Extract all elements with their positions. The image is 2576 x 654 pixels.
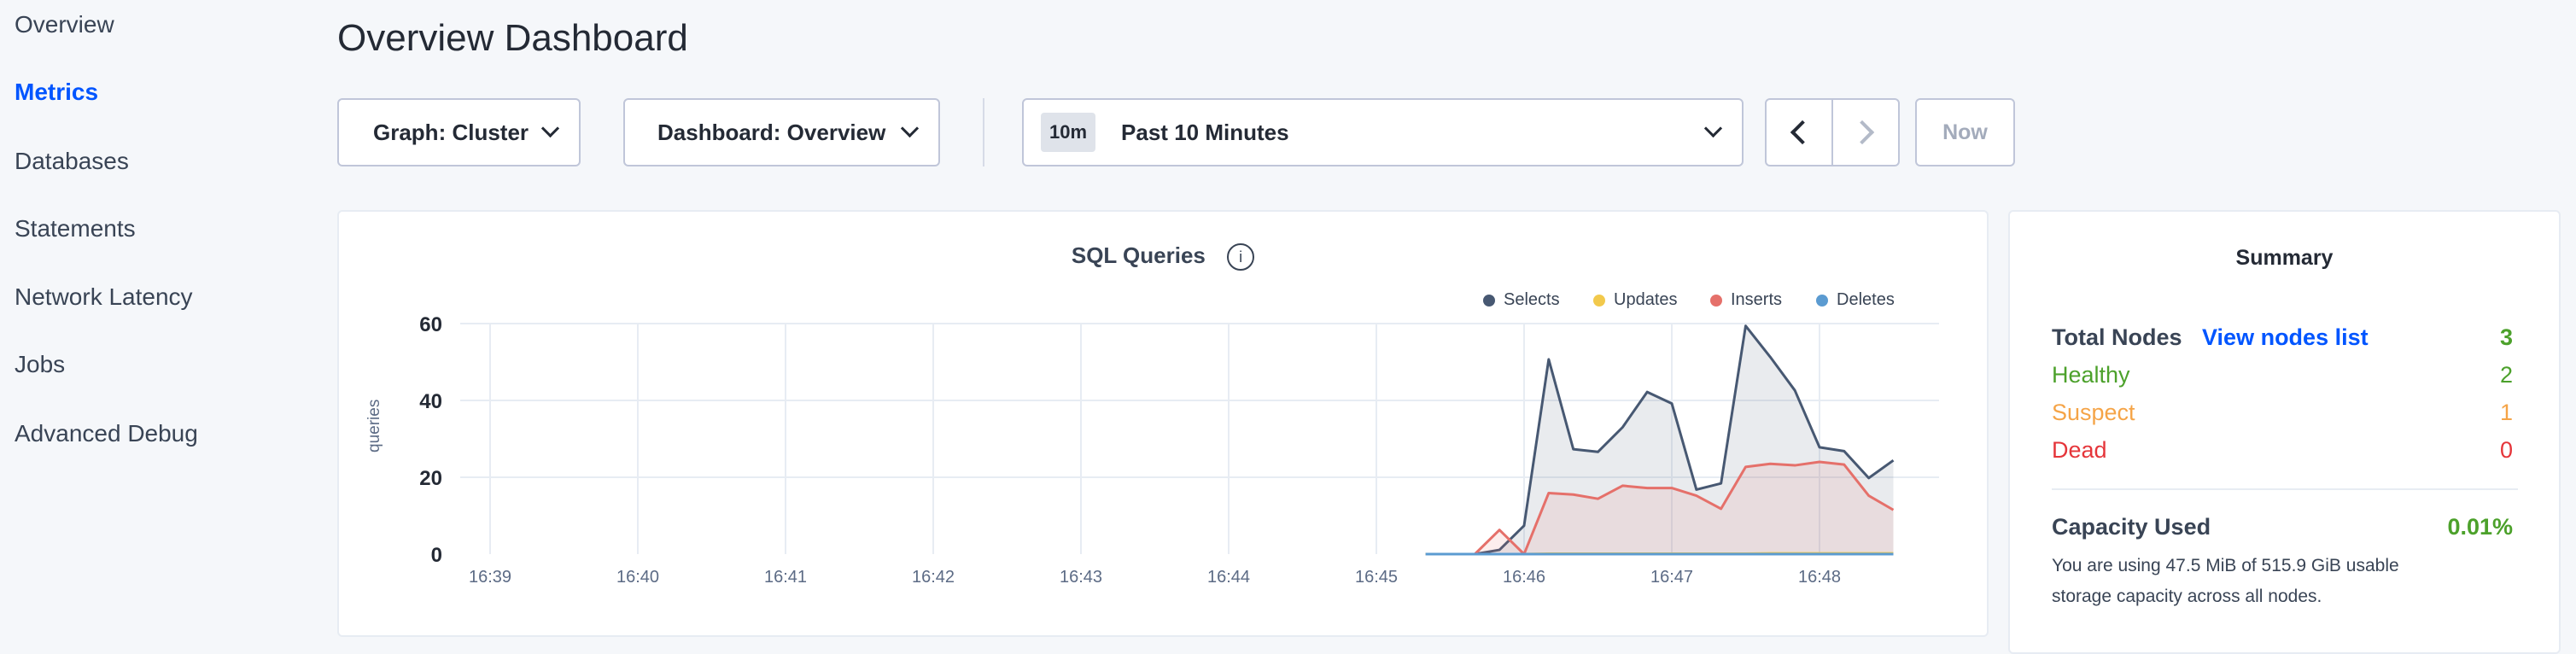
sidebar-item-overview[interactable]: Overview	[15, 11, 114, 38]
suspect-value: 1	[2499, 400, 2513, 425]
x-tick-label: 16:39	[469, 568, 511, 587]
dashboard-dropdown-label: Dashboard: Overview	[657, 119, 886, 145]
sidebar-item-network-latency[interactable]: Network Latency	[15, 283, 193, 310]
y-tick-label: 60	[419, 313, 442, 336]
series-area-inserts	[1425, 462, 1894, 554]
dead-label: Dead	[2052, 437, 2107, 463]
legend-dot	[1816, 294, 1828, 307]
chart-card	[337, 210, 1989, 637]
x-tick-label: 16:42	[912, 568, 955, 587]
x-tick-label: 16:43	[1060, 568, 1102, 587]
x-tick-label: 16:46	[1503, 568, 1545, 587]
capacity-description: You are using 47.5 MiB of 515.9 GiB usab…	[2052, 556, 2399, 606]
sidebar-item-databases[interactable]: Databases	[15, 148, 129, 174]
graph-dropdown-label: Graph: Cluster	[373, 119, 529, 145]
legend-label: Selects	[1504, 290, 1560, 309]
legend-label: Deletes	[1837, 290, 1895, 309]
x-tick-label: 16:47	[1650, 568, 1693, 587]
y-tick-label: 40	[419, 390, 442, 413]
suspect-label: Suspect	[2052, 400, 2135, 425]
legend-dot	[1710, 294, 1722, 307]
total-nodes-value: 3	[2499, 324, 2513, 350]
time-range-label: Past 10 Minutes	[1121, 119, 1289, 145]
legend-dot	[1483, 294, 1495, 307]
dashboard-dropdown[interactable]: Dashboard: Overview	[623, 98, 940, 166]
dead-row: Dead 0	[2052, 437, 2513, 464]
capacity-row: Capacity Used 0.01%	[2052, 514, 2513, 540]
x-tick-label: 16:45	[1355, 568, 1398, 587]
sidebar-item-advanced-debug[interactable]: Advanced Debug	[15, 420, 198, 447]
sidebar-item-metrics[interactable]: Metrics	[15, 79, 99, 105]
previous-button[interactable]	[1765, 98, 1833, 166]
chart-title: SQL Queries i	[337, 242, 1989, 272]
summary-divider	[2052, 488, 2518, 490]
info-icon[interactable]: i	[1227, 243, 1255, 272]
page-title: Overview Dashboard	[337, 17, 688, 59]
time-range-dropdown[interactable]: 10m Past 10 Minutes	[1022, 98, 1744, 166]
sidebar-item-statements[interactable]: Statements	[15, 215, 136, 242]
healthy-row: Healthy 2	[2052, 362, 2513, 388]
graph-dropdown[interactable]: Graph: Cluster	[337, 98, 581, 166]
chart-title-text: SQL Queries	[1071, 242, 1206, 268]
legend-item-inserts: Inserts	[1710, 290, 1782, 310]
total-nodes-label: Total Nodes	[2052, 324, 2182, 350]
legend-item-selects: Selects	[1483, 290, 1560, 310]
x-tick-label: 16:48	[1798, 568, 1841, 587]
dead-value: 0	[2499, 437, 2513, 463]
y-tick-label: 0	[431, 544, 442, 567]
legend-dot	[1593, 294, 1605, 307]
suspect-row: Suspect 1	[2052, 400, 2513, 426]
x-tick-label: 16:41	[764, 568, 807, 587]
capacity-value: 0.01%	[2447, 514, 2513, 540]
capacity-label: Capacity Used	[2052, 514, 2211, 540]
legend-label: Inserts	[1731, 290, 1783, 309]
y-tick-label: 20	[419, 467, 442, 490]
x-tick-label: 16:44	[1207, 568, 1250, 587]
legend-item-deletes: Deletes	[1816, 290, 1895, 310]
legend-label: Updates	[1614, 290, 1678, 309]
healthy-label: Healthy	[2052, 362, 2130, 388]
toolbar-divider	[983, 98, 984, 166]
series-area-selects	[1425, 325, 1894, 554]
legend-item-updates: Updates	[1593, 290, 1678, 310]
summary-title: Summary	[2235, 246, 2334, 270]
series-line-selects	[1425, 324, 1895, 556]
next-button[interactable]	[1831, 98, 1900, 166]
sidebar-item-jobs[interactable]: Jobs	[15, 351, 66, 377]
series-line-inserts	[1425, 460, 1895, 556]
sql-queries-chart: 0 20 40 60 16:39 16:40 16:41 16:42 16:43 16:44 16:…	[419, 313, 1939, 587]
now-button[interactable]: Now	[1915, 98, 2015, 166]
x-tick-label: 16:40	[616, 568, 659, 587]
time-range-badge: 10m	[1041, 113, 1096, 152]
view-nodes-list-link[interactable]: View nodes list	[2202, 324, 2369, 350]
summary-card	[2008, 210, 2561, 654]
total-nodes-row: Total Nodes View nodes list 3	[2052, 324, 2513, 351]
healthy-value: 2	[2499, 362, 2513, 388]
